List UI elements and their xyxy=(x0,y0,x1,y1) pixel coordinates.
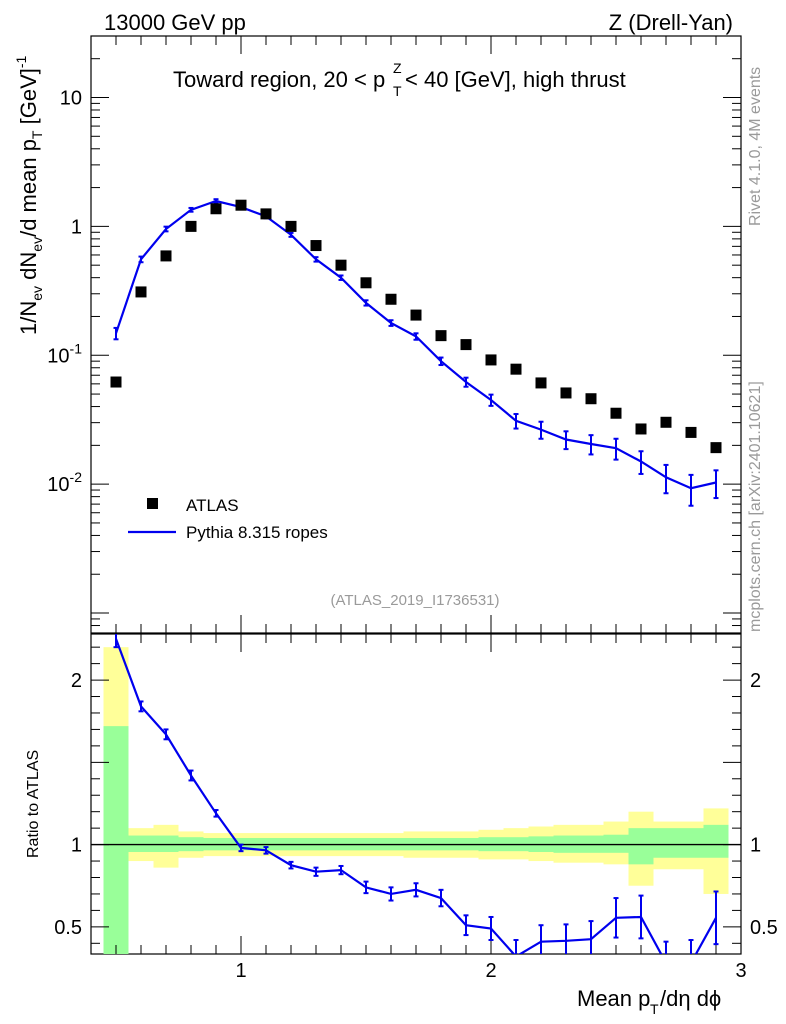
atlas-point xyxy=(510,363,522,375)
atlas-point xyxy=(110,376,122,388)
atlas-point xyxy=(385,293,397,305)
atlas-point xyxy=(310,240,322,252)
y-tick-label: 10-2 xyxy=(47,469,82,496)
ratio-tick-label-right: 1 xyxy=(750,835,761,857)
svg-text:1/Nev dNev/d mean pT [GeV]-1: 1/Nev dNev/d mean pT [GeV]-1 xyxy=(13,55,45,335)
header-left: 13000 GeV pp xyxy=(104,10,246,35)
ratio-series xyxy=(113,634,719,954)
pythia-line xyxy=(114,199,717,490)
atlas-point xyxy=(560,387,572,399)
ratio-tick-label-right: 0.5 xyxy=(750,917,778,939)
atlas-point xyxy=(260,208,272,220)
atlas-point xyxy=(235,199,247,211)
atlas-point xyxy=(335,259,347,271)
ratio-tick-label: 2 xyxy=(71,670,82,692)
ratio-band-green xyxy=(628,828,654,865)
atlas-point xyxy=(210,203,222,215)
svg-text:Toward region, 20 < p: Toward region, 20 < p xyxy=(173,67,385,92)
ratio-band-green xyxy=(153,835,179,852)
ratio-y-label: Ratio to ATLAS xyxy=(25,750,42,858)
ratio-tick-label: 1 xyxy=(71,835,82,857)
y-tick-label: 10 xyxy=(60,87,82,109)
atlas-point xyxy=(460,339,472,351)
ratio-band-green xyxy=(103,726,129,954)
header-right: Z (Drell-Yan) xyxy=(609,10,733,35)
chart-title: Toward region, 20 < p Z T < 40 [GeV], hi… xyxy=(173,60,626,99)
x-tick-label: 3 xyxy=(735,960,746,982)
legend-atlas-marker xyxy=(147,498,158,509)
ratio-band-green xyxy=(703,824,729,858)
atlas-point xyxy=(285,220,297,232)
mcplots-label: mcplots.cern.ch [arXiv:2401.10621] xyxy=(747,381,764,632)
atlas-point xyxy=(710,442,722,454)
svg-text:T: T xyxy=(393,83,402,99)
atlas-point xyxy=(185,220,197,232)
y-tick-label: 10-1 xyxy=(47,340,82,367)
svg-text:< 40 [GeV], high thrust: < 40 [GeV], high thrust xyxy=(405,67,626,92)
analysis-label: (ATLAS_2019_I1736531) xyxy=(330,592,499,609)
atlas-point xyxy=(660,416,672,428)
svg-text:Z: Z xyxy=(393,60,402,76)
atlas-point xyxy=(410,309,422,321)
svg-text:T: T xyxy=(650,1001,659,1017)
svg-text:/dη dϕ: /dη dϕ xyxy=(660,986,721,1011)
atlas-point xyxy=(160,250,172,262)
legend-pythia-label: Pythia 8.315 ropes xyxy=(186,523,328,542)
atlas-point xyxy=(360,277,372,289)
ratio-band-green xyxy=(128,835,154,852)
rivet-label: Rivet 4.1.0, 4M events xyxy=(747,67,764,226)
ratio-band-green xyxy=(603,834,629,853)
bottom-frame xyxy=(90,633,742,955)
atlas-point xyxy=(485,354,497,366)
ratio-band-green xyxy=(678,828,704,858)
atlas-point xyxy=(635,423,647,435)
ratio-band-green xyxy=(653,828,679,858)
svg-text:Mean p: Mean p xyxy=(577,986,650,1011)
x-axis-label: Mean p T /dη dϕ xyxy=(577,986,721,1017)
x-tick-label: 2 xyxy=(485,960,496,982)
ratio-tick-label: 0.5 xyxy=(54,917,82,939)
y-axis-label: 1/Nev dNev/d mean pT [GeV]-1 xyxy=(13,55,45,335)
x-tick-label: 1 xyxy=(235,960,246,982)
ratio-tick-label-right: 2 xyxy=(750,670,761,692)
atlas-point xyxy=(685,426,697,438)
atlas-point xyxy=(610,407,622,419)
atlas-point xyxy=(435,330,447,342)
legend-atlas-label: ATLAS xyxy=(186,496,239,515)
atlas-point xyxy=(135,286,147,298)
atlas-point xyxy=(535,377,547,389)
y-tick-label: 1 xyxy=(71,216,82,238)
ratio-line xyxy=(114,638,717,954)
atlas-point xyxy=(585,393,597,405)
